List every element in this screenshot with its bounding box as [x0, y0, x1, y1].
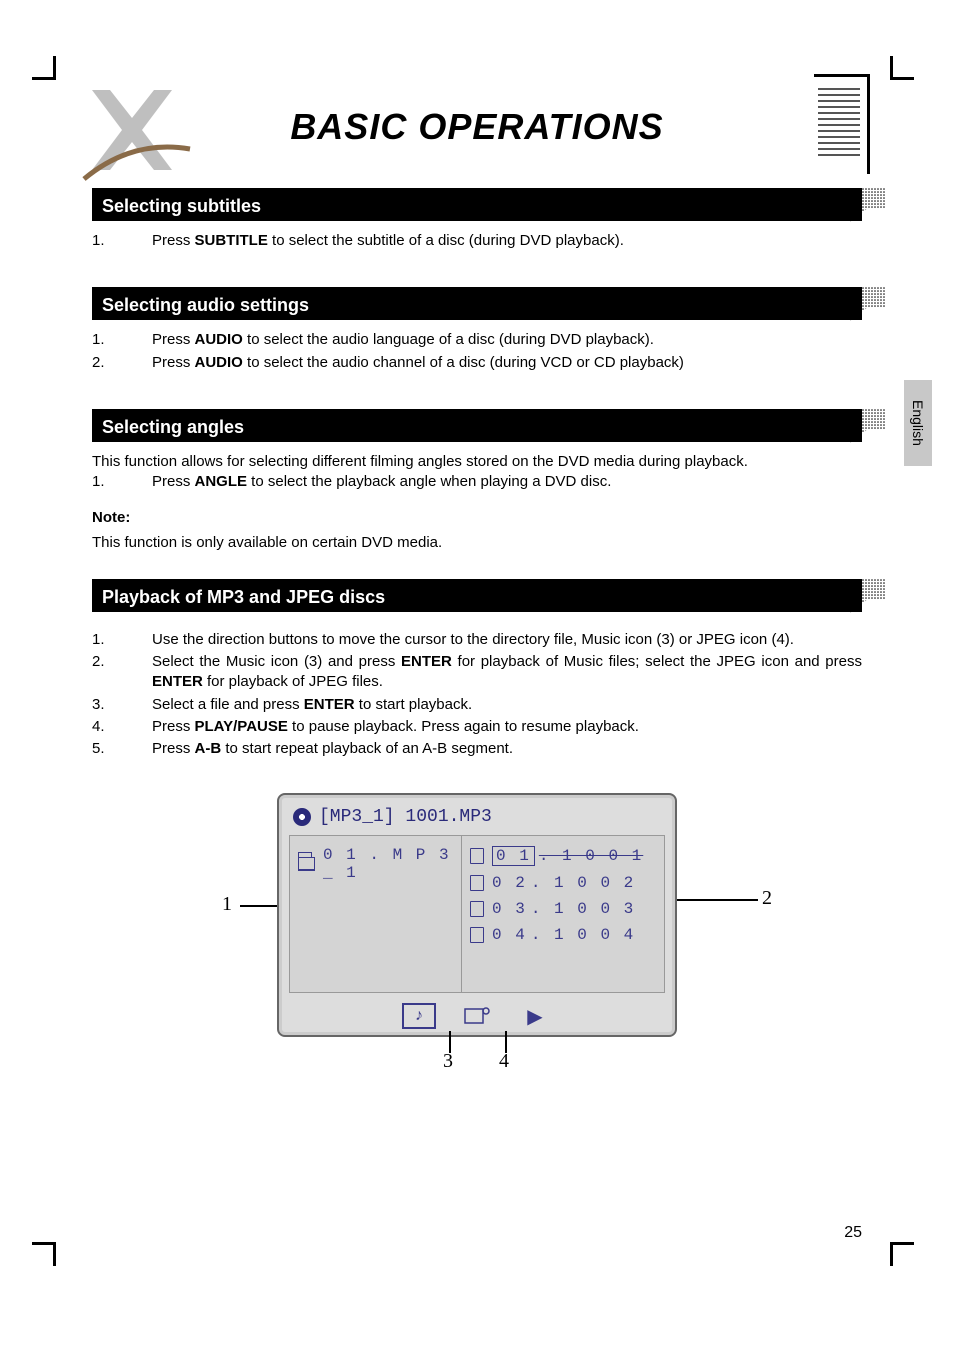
section-heading-mp3: Playback of MP3 and JPEG discs [92, 579, 862, 612]
crop-mark-bl [32, 1242, 56, 1266]
folder-icon [298, 857, 315, 871]
track-row: 0 2. 1 0 0 2 [468, 870, 658, 896]
panel-header-text: [MP3_1] 1001.MP3 [319, 807, 492, 827]
list-item: 1. Press AUDIO to select the audio langu… [92, 330, 862, 350]
track-row: 0 1. 1 0 0 1 [468, 842, 658, 870]
callout-line [449, 1031, 451, 1053]
jpeg-mode-icon [460, 1003, 494, 1029]
track-rest: . 1 0 0 4 [531, 926, 635, 944]
item-number: 2. [92, 353, 152, 373]
section-heading-text: Selecting subtitles [102, 196, 261, 216]
hatch-decor-icon [850, 188, 886, 222]
note-label: Note: [92, 508, 862, 528]
list-item: 4.Press PLAY/PAUSE to pause playback. Pr… [92, 717, 862, 737]
track-rest: . 1 0 0 2 [531, 874, 635, 892]
list-item: 5.Press A-B to start repeat playback of … [92, 739, 862, 759]
item-number: 1. [92, 630, 152, 650]
list-item: 2. Press AUDIO to select the audio chann… [92, 353, 862, 373]
language-tab: English [904, 380, 932, 466]
folder-row: 0 1 . M P 3 _ 1 [296, 842, 455, 886]
audio-body: 1. Press AUDIO to select the audio langu… [92, 330, 862, 373]
callout-1: 1 [222, 893, 232, 916]
item-number: 1. [92, 231, 152, 251]
item-number: 1. [92, 472, 152, 492]
file-icon [470, 875, 484, 891]
item-text: Use the direction buttons to move the cu… [152, 630, 862, 650]
item-number: 1. [92, 330, 152, 350]
track-rest: . 1 0 0 3 [531, 900, 635, 918]
panel-body: 0 1 . M P 3 _ 1 0 1. 1 0 0 10 2. 1 0 0 2… [289, 835, 665, 993]
music-mode-icon: ♪ [402, 1003, 436, 1029]
section-heading-audio: Selecting audio settings [92, 287, 862, 320]
track-row: 0 3. 1 0 0 3 [468, 896, 658, 922]
folder-pane: 0 1 . M P 3 _ 1 [290, 836, 462, 992]
file-icon [470, 848, 484, 864]
callout-3: 3 [443, 1050, 453, 1073]
logo-x-icon [82, 75, 192, 185]
angles-intro: This function allows for selecting diffe… [92, 452, 862, 472]
angles-body: This function allows for selecting diffe… [92, 452, 862, 553]
hatch-decor-icon [850, 287, 886, 321]
item-number: 3. [92, 695, 152, 715]
item-text: Select a file and press ENTER to start p… [152, 695, 862, 715]
hatch-decor-icon [850, 409, 886, 443]
crop-mark-tl [32, 56, 56, 80]
disc-icon [293, 808, 311, 826]
item-text: Press AUDIO to select the audio language… [152, 330, 862, 350]
track-number: 0 2 [492, 874, 527, 892]
hatch-decor-icon [850, 579, 886, 613]
section-heading-subtitles: Selecting subtitles [92, 188, 862, 221]
list-item: 1. Press ANGLE to select the playback an… [92, 472, 862, 492]
list-item: 3.Select a file and press ENTER to start… [92, 695, 862, 715]
mp3-browser-diagram: 1 2 [MP3_1] 1001.MP3 0 1 . M P 3 _ 1 0 1… [92, 793, 862, 1037]
page-number: 25 [844, 1224, 862, 1242]
track-rest: . 1 0 0 1 [539, 847, 643, 865]
header: BASIC OPERATIONS [92, 80, 862, 170]
callout-2: 2 [762, 887, 772, 910]
item-number: 4. [92, 717, 152, 737]
play-icon: ▶ [518, 1003, 552, 1029]
list-item: 2.Select the Music icon (3) and press EN… [92, 652, 862, 693]
item-number: 5. [92, 739, 152, 759]
callout-line [505, 1031, 507, 1053]
file-browser-panel: [MP3_1] 1001.MP3 0 1 . M P 3 _ 1 0 1. 1 … [277, 793, 677, 1037]
track-number: 0 1 [492, 846, 535, 866]
panel-footer: ♪ ▶ [289, 993, 665, 1029]
subtitles-body: 1. Press SUBTITLE to select the subtitle… [92, 231, 862, 251]
section-heading-text: Selecting audio settings [102, 295, 309, 315]
panel-header: [MP3_1] 1001.MP3 [289, 805, 665, 835]
folder-label: 0 1 . M P 3 _ 1 [323, 846, 453, 882]
callout-4: 4 [499, 1050, 509, 1073]
crop-mark-br [890, 1242, 914, 1266]
item-number: 2. [92, 652, 152, 693]
section-heading-text: Playback of MP3 and JPEG discs [102, 587, 385, 607]
item-text: Press AUDIO to select the audio channel … [152, 353, 862, 373]
item-text: Press SUBTITLE to select the subtitle of… [152, 231, 862, 251]
file-icon [470, 901, 484, 917]
track-row: 0 4. 1 0 0 4 [468, 922, 658, 948]
list-item: 1.Use the direction buttons to move the … [92, 630, 862, 650]
page-title: BASIC OPERATIONS [92, 80, 862, 148]
crop-mark-tr [890, 56, 914, 80]
item-text: Press PLAY/PAUSE to pause playback. Pres… [152, 717, 862, 737]
track-number: 0 4 [492, 926, 527, 944]
list-item: 1. Press SUBTITLE to select the subtitle… [92, 231, 862, 251]
track-number: 0 3 [492, 900, 527, 918]
item-text: Press ANGLE to select the playback angle… [152, 472, 862, 492]
file-icon [470, 927, 484, 943]
section-heading-text: Selecting angles [102, 417, 244, 437]
section-heading-angles: Selecting angles [92, 409, 862, 442]
page-content: English BASIC OPERATIONS Selecting subti… [92, 80, 862, 1242]
note-text: This function is only available on certa… [92, 533, 862, 553]
mp3-body: 1.Use the direction buttons to move the … [92, 630, 862, 760]
language-tab-text: English [910, 400, 926, 446]
item-text: Press A-B to start repeat playback of an… [152, 739, 862, 759]
file-pane: 0 1. 1 0 0 10 2. 1 0 0 20 3. 1 0 0 30 4.… [462, 836, 664, 992]
item-text: Select the Music icon (3) and press ENTE… [152, 652, 862, 693]
